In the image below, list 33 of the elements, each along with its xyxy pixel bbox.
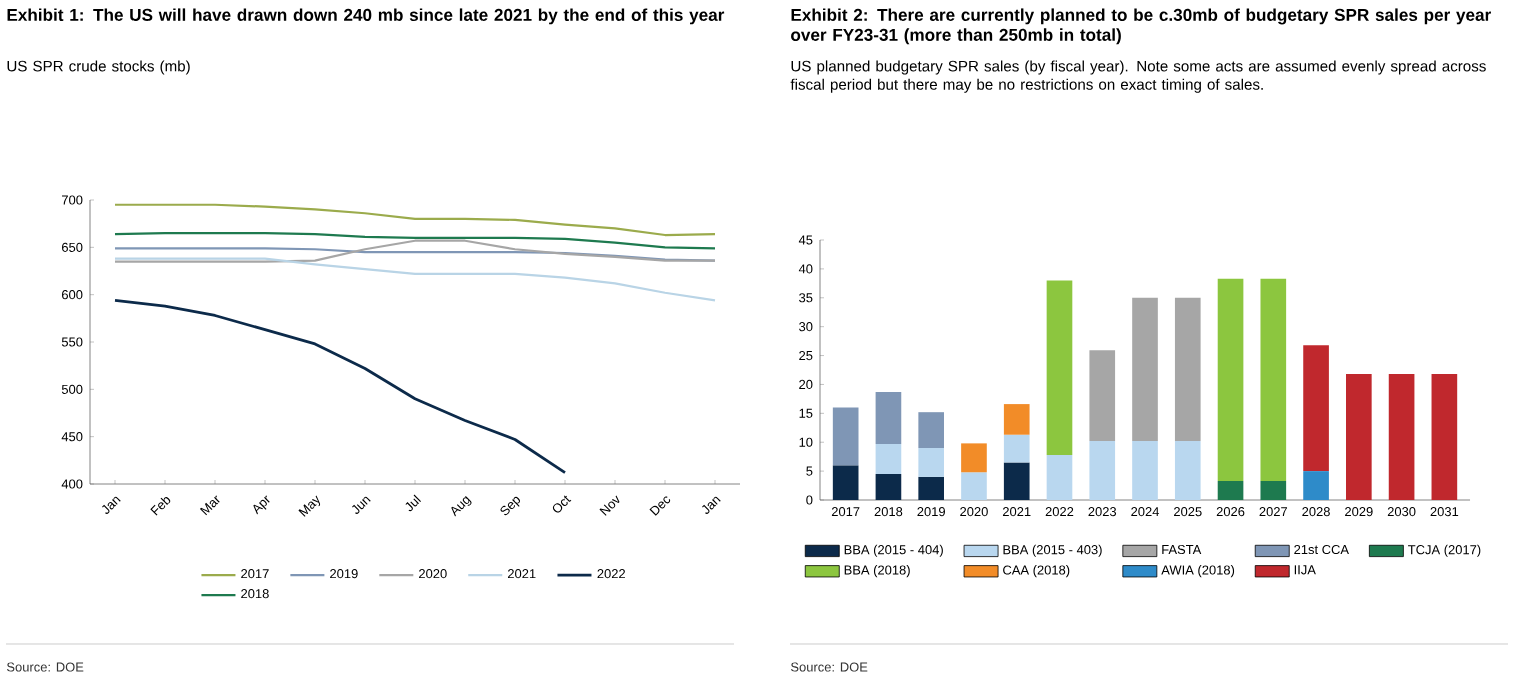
bar: [1089, 350, 1116, 442]
bar: [875, 443, 902, 474]
bar: [875, 391, 902, 444]
bar: [1346, 374, 1372, 500]
bar: [1003, 434, 1030, 463]
bar: [961, 472, 987, 500]
bar: [832, 465, 859, 500]
bar: [1431, 374, 1458, 500]
bar: [1046, 280, 1073, 455]
bar: [1388, 374, 1415, 500]
bar: [1174, 297, 1201, 442]
bar: [1089, 441, 1116, 500]
bar: [875, 474, 902, 500]
chart-title: Exhibit 1: The US will have drawn down 240 mb since late 2021 by the end of this year: [7, 8, 725, 25]
bar: [1303, 471, 1329, 500]
bar: [1260, 278, 1287, 481]
bar: [1132, 441, 1158, 500]
line-series: [113, 298, 567, 475]
bar: [918, 412, 945, 448]
bar: [1046, 454, 1073, 500]
bar: [1132, 297, 1158, 442]
bar: [918, 448, 945, 477]
bar: [1217, 278, 1244, 481]
bar: [1003, 404, 1030, 435]
bar: [1217, 480, 1244, 500]
bar: [1003, 462, 1030, 500]
bar: [961, 443, 987, 473]
bar: [918, 476, 945, 500]
bar: [1260, 480, 1287, 500]
bar: [1303, 345, 1329, 472]
chart-title: Exhibit 2: There are currently planned to be c.30mb of budgetary SPR sales per year over FY23-31 (more than 250mb in total): [791, 8, 1491, 45]
bar: [832, 407, 859, 466]
bar: [1174, 441, 1201, 500]
